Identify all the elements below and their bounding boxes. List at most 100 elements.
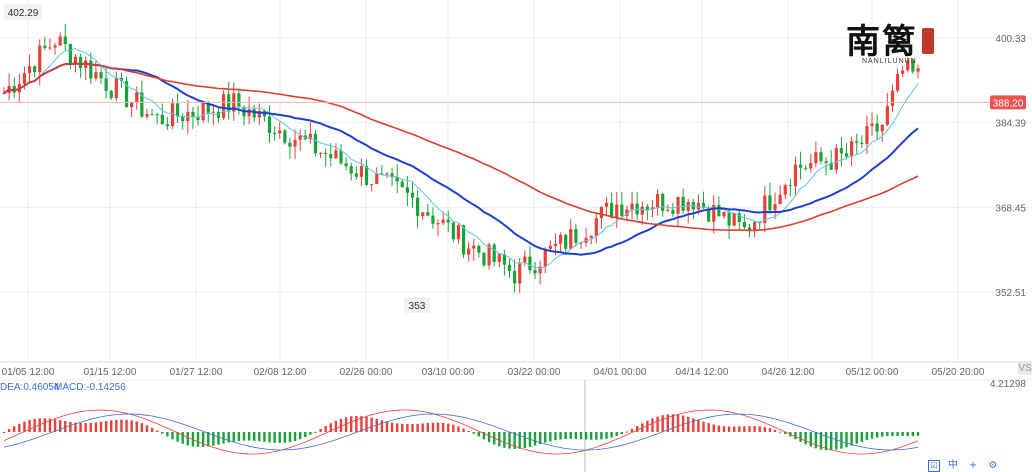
macd-bar bbox=[227, 432, 230, 443]
candle-body bbox=[415, 197, 420, 216]
candle-body bbox=[267, 116, 272, 133]
macd-bar bbox=[58, 420, 62, 432]
candle-body bbox=[798, 164, 803, 168]
watermark-subtitle: NANLILUNUN bbox=[862, 58, 917, 65]
candle-body bbox=[558, 234, 563, 244]
macd-bar bbox=[875, 432, 879, 438]
candle-body bbox=[247, 109, 251, 117]
macd-bar bbox=[661, 415, 664, 432]
macd-bar bbox=[79, 422, 82, 432]
macd-bar bbox=[406, 424, 409, 432]
macd-bar bbox=[344, 417, 348, 432]
dif-line bbox=[3, 409, 919, 455]
candles bbox=[2, 23, 920, 294]
macd-bar bbox=[401, 423, 404, 432]
candle-body bbox=[99, 72, 103, 79]
candle-body bbox=[599, 206, 604, 219]
time-tick-label: 04/26 12:00 bbox=[762, 367, 815, 378]
macd-bar bbox=[140, 423, 144, 432]
candle-body bbox=[758, 221, 762, 224]
candle-body bbox=[895, 73, 900, 91]
macd-bar bbox=[436, 422, 440, 432]
candle-body bbox=[773, 204, 777, 211]
candle-body bbox=[68, 44, 72, 64]
candle-body bbox=[94, 72, 98, 79]
macd-bar bbox=[748, 426, 751, 432]
macd-bar bbox=[784, 432, 787, 434]
candle-body bbox=[676, 196, 680, 214]
crosshair-icon[interactable]: + bbox=[968, 460, 978, 471]
settings-icon[interactable]: ⚙ bbox=[988, 460, 998, 471]
candle-body bbox=[804, 167, 808, 169]
macd-bar bbox=[161, 432, 164, 434]
candle-body bbox=[865, 125, 869, 145]
candle-body bbox=[681, 196, 685, 211]
watermark-glyphs: 南篱 bbox=[846, 22, 918, 62]
candle-body bbox=[523, 256, 527, 263]
macd-bar bbox=[503, 432, 506, 448]
macd-bar bbox=[110, 420, 113, 432]
candle-body bbox=[701, 202, 706, 208]
candle-body bbox=[140, 92, 144, 117]
candle-body bbox=[349, 166, 353, 174]
candle-body bbox=[615, 204, 619, 218]
candle-body bbox=[339, 150, 343, 164]
candle-body bbox=[645, 206, 649, 210]
candle-body bbox=[390, 173, 394, 178]
candle-body bbox=[655, 193, 660, 208]
macd-bar bbox=[99, 421, 103, 432]
macd-bar bbox=[855, 432, 858, 444]
candle-body bbox=[73, 56, 78, 64]
language-icon[interactable]: 中 bbox=[948, 460, 958, 471]
macd-bar bbox=[717, 425, 721, 432]
macd-bar bbox=[324, 426, 327, 432]
price-tick-label: 368.45 bbox=[995, 203, 1026, 214]
current-price-badge bbox=[990, 95, 1026, 110]
macd-bar bbox=[727, 426, 731, 432]
macd-bar bbox=[263, 432, 266, 442]
macd-bar bbox=[906, 432, 909, 437]
candle-body bbox=[313, 133, 318, 154]
candle-body bbox=[196, 116, 200, 121]
candle-body bbox=[421, 212, 425, 216]
checkbox-icon[interactable]: ☑ bbox=[928, 460, 940, 472]
candle-body bbox=[410, 192, 415, 198]
time-tick-label: 03/22 00:00 bbox=[508, 367, 561, 378]
candle-body bbox=[564, 234, 568, 249]
macd-bar bbox=[43, 418, 47, 432]
macd-bar bbox=[53, 419, 57, 432]
low-label: 353 bbox=[409, 301, 426, 312]
price-axis: 400.33 384.39 368.45 352.51 bbox=[995, 34, 1026, 299]
candle-body bbox=[742, 222, 746, 228]
macd-bar bbox=[819, 432, 823, 450]
macd-bar bbox=[707, 423, 710, 432]
macd-bar bbox=[212, 432, 215, 446]
macd-bar bbox=[247, 432, 251, 441]
candle-body bbox=[737, 213, 741, 223]
candle-body bbox=[793, 164, 798, 187]
time-tick-label: 01/27 12:00 bbox=[170, 367, 223, 378]
macd-bar bbox=[421, 423, 424, 432]
candle-body bbox=[38, 45, 42, 73]
candle-body bbox=[640, 206, 644, 215]
macd-bar bbox=[232, 432, 235, 442]
dea-line bbox=[3, 413, 919, 451]
macd-bar bbox=[768, 428, 772, 432]
macd-bar bbox=[646, 420, 649, 432]
candle-body bbox=[380, 173, 384, 175]
candle-body bbox=[472, 245, 476, 249]
candle-body bbox=[145, 114, 149, 117]
macd-bar bbox=[911, 432, 915, 437]
candle-body bbox=[911, 60, 915, 72]
watermark-seal bbox=[922, 28, 934, 54]
macd-bar bbox=[840, 432, 843, 449]
candle-body bbox=[513, 271, 517, 284]
macd-bar bbox=[304, 432, 307, 438]
macd-bar bbox=[171, 432, 174, 440]
candle-body bbox=[482, 252, 486, 266]
candle-body bbox=[237, 93, 241, 108]
macd-bar bbox=[554, 432, 557, 441]
macd-bar bbox=[120, 419, 123, 432]
ma-long-line bbox=[3, 62, 919, 232]
